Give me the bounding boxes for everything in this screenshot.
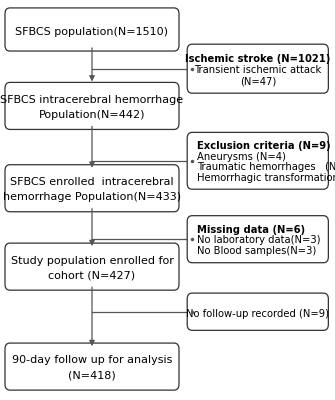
Text: SFBCS population(N=1510): SFBCS population(N=1510): [15, 27, 169, 37]
Text: Aneurysms (N=4): Aneurysms (N=4): [197, 152, 286, 162]
FancyBboxPatch shape: [5, 82, 179, 130]
Text: No Blood samples(N=3): No Blood samples(N=3): [197, 246, 316, 256]
Text: Hemorrhagic transformation (N=3): Hemorrhagic transformation (N=3): [197, 172, 335, 182]
Text: Transient ischemic attack: Transient ischemic attack: [194, 65, 321, 75]
Text: SFBCS enrolled  intracerebral: SFBCS enrolled intracerebral: [10, 177, 174, 187]
Text: Missing data (N=6): Missing data (N=6): [197, 224, 305, 234]
Text: Traumatic hemorrhages   (N=2): Traumatic hemorrhages (N=2): [197, 162, 335, 172]
FancyBboxPatch shape: [5, 165, 179, 212]
FancyBboxPatch shape: [5, 8, 179, 51]
Text: cohort (N=427): cohort (N=427): [49, 271, 136, 281]
Text: Population(N=442): Population(N=442): [39, 110, 145, 120]
Text: (N=418): (N=418): [68, 371, 116, 381]
Text: Study population enrolled for: Study population enrolled for: [11, 256, 174, 266]
Text: Ischemic stroke (N=1021): Ischemic stroke (N=1021): [185, 54, 330, 64]
Text: No follow-up recorded (N=9): No follow-up recorded (N=9): [186, 309, 329, 319]
Text: 90-day follow up for analysis: 90-day follow up for analysis: [12, 356, 172, 366]
FancyBboxPatch shape: [187, 216, 328, 263]
FancyBboxPatch shape: [187, 132, 328, 189]
Text: (N=47): (N=47): [240, 76, 276, 86]
FancyBboxPatch shape: [5, 343, 179, 390]
FancyBboxPatch shape: [187, 293, 328, 330]
Text: Exclusion criteria (N=9): Exclusion criteria (N=9): [197, 141, 331, 151]
FancyBboxPatch shape: [5, 243, 179, 290]
Text: No laboratory data(N=3): No laboratory data(N=3): [197, 235, 321, 245]
Text: SFBCS intracerebral hemorrhage: SFBCS intracerebral hemorrhage: [0, 95, 184, 105]
Text: hemorrhage Population(N=433): hemorrhage Population(N=433): [3, 192, 181, 202]
FancyBboxPatch shape: [187, 44, 328, 93]
